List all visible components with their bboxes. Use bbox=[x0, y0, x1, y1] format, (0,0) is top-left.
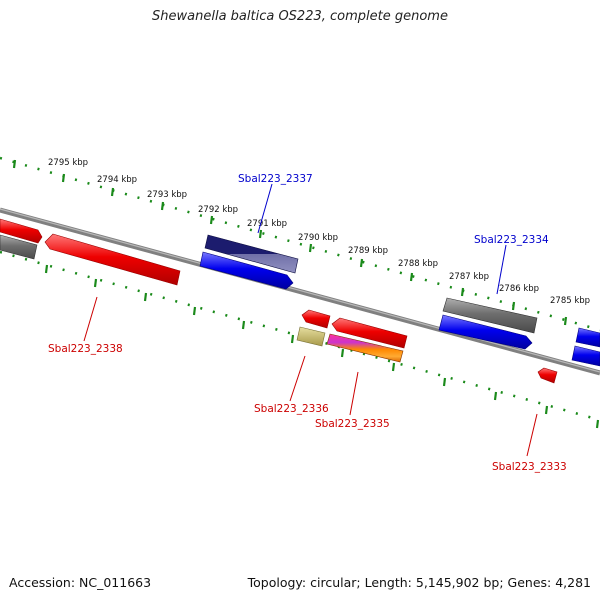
gene-gray-left-reverse[interactable] bbox=[0, 234, 38, 260]
tick bbox=[258, 229, 263, 239]
label-2335[interactable]: Sbal223_2335 bbox=[315, 418, 390, 430]
tick bbox=[544, 405, 549, 415]
ruler-label: 2795 kbp bbox=[48, 158, 88, 168]
tick bbox=[595, 419, 600, 429]
tick bbox=[61, 173, 66, 183]
ruler-label: 2791 kbp bbox=[247, 219, 287, 229]
ruler-label: 2785 kbp bbox=[550, 296, 590, 306]
outer-ruler-ticks bbox=[12, 159, 568, 326]
gene-2337b[interactable] bbox=[199, 251, 294, 290]
outer-ruler-labels: 2795 kbp 2794 kbp 2793 kbp 2792 kbp 2791… bbox=[48, 158, 590, 306]
gene-labels: Sbal223_2337 Sbal223_2334 Sbal223_2338 S… bbox=[48, 173, 567, 473]
leader-2334 bbox=[496, 244, 507, 295]
ruler-label: 2786 kbp bbox=[499, 284, 539, 294]
label-2336[interactable]: Sbal223_2336 bbox=[254, 403, 329, 415]
gene-2336[interactable] bbox=[296, 326, 326, 347]
tick bbox=[359, 258, 364, 268]
tick bbox=[391, 362, 396, 372]
gene-right-forward-b[interactable] bbox=[571, 345, 600, 367]
gene-2335[interactable] bbox=[326, 333, 404, 363]
tick bbox=[340, 348, 345, 358]
ruler-label: 2792 kbp bbox=[198, 205, 238, 215]
label-2334[interactable]: Sbal223_2334 bbox=[474, 234, 549, 246]
tick bbox=[493, 391, 498, 401]
gene-2334[interactable] bbox=[442, 297, 538, 334]
gene-right-forward-a[interactable] bbox=[575, 327, 600, 348]
tick bbox=[44, 264, 49, 274]
outer-ruler: 2795 kbp 2794 kbp 2793 kbp 2792 kbp 2791… bbox=[0, 156, 600, 332]
inner-ruler-ticks bbox=[44, 264, 600, 429]
ruler-label: 2788 kbp bbox=[398, 259, 438, 269]
genome-backbone-highlight bbox=[0, 208, 600, 373]
tick bbox=[209, 215, 214, 225]
label-2337[interactable]: Sbal223_2337 bbox=[238, 173, 313, 185]
ruler-label: 2787 kbp bbox=[449, 272, 489, 282]
gene-2337[interactable] bbox=[204, 234, 299, 274]
accession-text: Accession: NC_011663 bbox=[9, 575, 152, 590]
label-leaders bbox=[83, 183, 538, 457]
tick bbox=[241, 320, 246, 330]
map-title: Shewanella baltica OS223, complete genom… bbox=[152, 9, 448, 24]
outer-ruler-dots bbox=[0, 156, 600, 332]
genome-summary-text: Topology: circular; Length: 5,145,902 bp… bbox=[247, 575, 591, 590]
gene-red-left-forward[interactable] bbox=[0, 218, 43, 244]
leader-2335 bbox=[349, 371, 359, 416]
gene-2338[interactable] bbox=[44, 233, 181, 286]
tick bbox=[192, 306, 197, 316]
forward-genes[interactable] bbox=[0, 218, 600, 367]
ruler-label: 2789 kbp bbox=[348, 246, 388, 256]
tick bbox=[308, 243, 313, 253]
tick bbox=[143, 292, 148, 302]
tick bbox=[563, 316, 568, 326]
tick bbox=[290, 334, 295, 344]
leader-2338 bbox=[83, 296, 98, 342]
tick bbox=[442, 377, 447, 387]
leader-2333 bbox=[526, 413, 538, 457]
leader-2337 bbox=[257, 183, 273, 234]
gene-2333[interactable] bbox=[537, 367, 558, 384]
genome-backbone bbox=[0, 207, 600, 376]
tick bbox=[110, 187, 115, 197]
tick bbox=[12, 159, 17, 169]
ruler-label: 2793 kbp bbox=[147, 190, 187, 200]
tick bbox=[93, 278, 98, 288]
ruler-label: 2794 kbp bbox=[97, 175, 137, 185]
tick bbox=[409, 272, 414, 282]
tick bbox=[460, 287, 465, 297]
tick bbox=[511, 301, 516, 311]
gene-2336a[interactable] bbox=[301, 309, 331, 329]
label-2333[interactable]: Sbal223_2333 bbox=[492, 461, 567, 473]
label-2338[interactable]: Sbal223_2338 bbox=[48, 343, 123, 355]
reverse-genes[interactable] bbox=[0, 233, 558, 384]
tick bbox=[160, 201, 165, 211]
leader-2336 bbox=[289, 355, 306, 402]
ruler-label: 2790 kbp bbox=[298, 233, 338, 243]
gene-2334b[interactable] bbox=[438, 314, 533, 350]
gene-2335a[interactable] bbox=[331, 317, 408, 349]
inner-ruler bbox=[0, 250, 600, 429]
